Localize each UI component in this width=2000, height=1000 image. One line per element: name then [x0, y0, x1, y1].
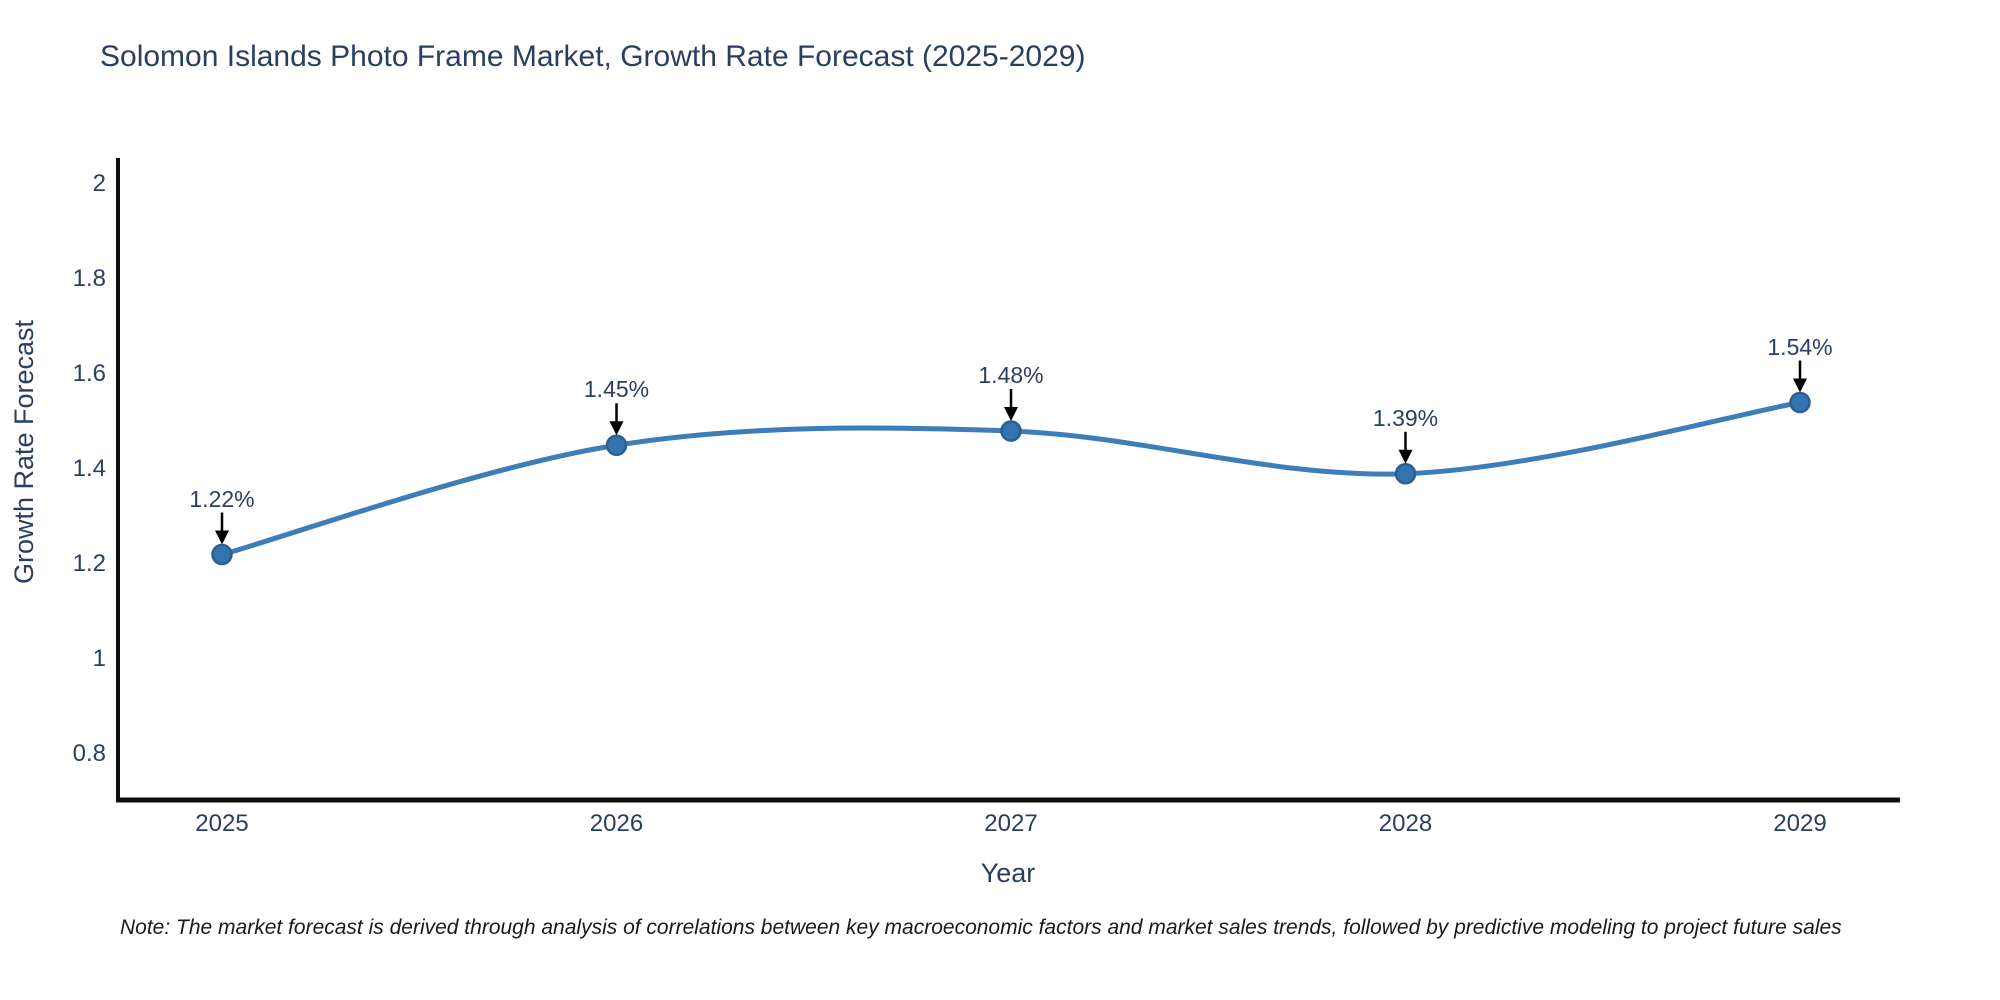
footnote: Note: The market forecast is derived thr…: [120, 916, 1842, 939]
data-point-marker: [1789, 391, 1811, 414]
chart-title: Solomon Islands Photo Frame Market, Grow…: [100, 40, 1086, 73]
x-tick-label: 2029: [1773, 810, 1827, 837]
annotation-arrow-head: [215, 530, 229, 545]
x-tick-label: 2025: [195, 810, 249, 837]
point-annotation: 1.48%: [978, 362, 1044, 388]
x-tick-label: 2027: [984, 810, 1038, 837]
y-tick-label: 1.8: [72, 265, 106, 292]
annotation-arrow-head: [1398, 449, 1413, 464]
point-annotation: 1.22%: [189, 485, 255, 512]
y-tick-label: 1.4: [72, 455, 106, 482]
y-tick-label: 1.6: [72, 360, 106, 387]
y-tick-label: 1.2: [72, 550, 106, 577]
point-annotation: 1.54%: [1767, 333, 1833, 360]
point-annotation: 1.45%: [583, 376, 650, 403]
point-annotation: 1.39%: [1372, 404, 1439, 431]
annotation-arrow-head: [609, 421, 624, 436]
x-axis-title: Year: [980, 858, 1036, 888]
data-point-marker: [605, 434, 628, 456]
annotation-arrow-head: [1793, 378, 1807, 393]
data-point-marker: [1000, 420, 1022, 442]
y-tick-label: 0.8: [72, 740, 106, 767]
data-point-marker: [1394, 463, 1417, 485]
data-point-marker: [211, 543, 233, 566]
y-tick-label: 1: [92, 645, 106, 672]
x-tick-label: 2026: [589, 810, 644, 837]
x-tick-label: 2028: [1378, 810, 1433, 837]
y-tick-label: 2: [92, 170, 106, 197]
annotation-arrow-head: [1004, 407, 1018, 421]
